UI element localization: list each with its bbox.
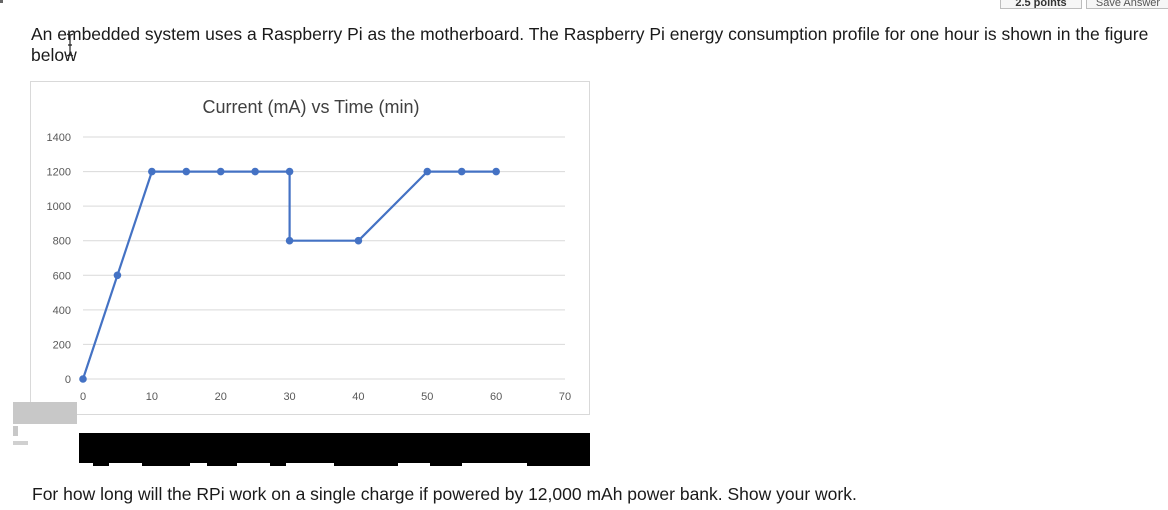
redaction-bar — [207, 460, 237, 466]
x-tick-label: 70 — [559, 391, 571, 403]
y-tick-label: 1000 — [47, 201, 71, 213]
text-cursor-icon — [66, 33, 74, 57]
redaction-bar — [527, 460, 590, 466]
save-answer-button[interactable]: Save Answer — [1086, 0, 1168, 9]
y-tick-label: 1200 — [47, 167, 71, 179]
y-tick-label: 600 — [53, 270, 71, 282]
x-tick-label: 20 — [215, 391, 227, 403]
window-edge-marker — [0, 0, 3, 3]
line-chart: Current (mA) vs Time (min)02004006008001… — [47, 97, 572, 403]
data-point — [148, 167, 156, 176]
x-tick-label: 30 — [283, 391, 295, 403]
top-bar: 2.5 points Save Answer — [0, 0, 1168, 14]
gutter-marker — [13, 441, 28, 445]
data-point — [79, 375, 87, 383]
data-point — [251, 167, 259, 176]
x-tick-label: 60 — [490, 391, 502, 403]
data-point — [423, 167, 432, 176]
question-text: An embedded system uses a Raspberry Pi a… — [31, 24, 1149, 65]
x-tick-label: 0 — [80, 391, 86, 403]
gutter-marker — [13, 426, 18, 436]
chart-title: Current (mA) vs Time (min) — [202, 97, 419, 117]
y-tick-label: 400 — [53, 305, 71, 317]
x-tick-label: 50 — [421, 391, 433, 403]
data-point — [285, 236, 294, 245]
data-point — [113, 271, 122, 280]
x-tick-label: 40 — [352, 391, 364, 403]
resize-handle[interactable] — [13, 402, 77, 424]
data-point — [182, 167, 191, 176]
redaction-bar — [430, 460, 462, 466]
redaction-bar — [334, 460, 398, 466]
redaction-bar — [93, 460, 109, 466]
x-tick-label: 10 — [146, 391, 158, 403]
data-point — [354, 236, 363, 245]
points-badge: 2.5 points — [1000, 0, 1082, 9]
y-tick-label: 800 — [53, 236, 71, 248]
redaction-bar — [270, 460, 286, 466]
y-tick-label: 200 — [53, 339, 71, 351]
chart-container: Current (mA) vs Time (min) 0 200 400 600 800 1… — [30, 81, 590, 415]
data-point — [216, 167, 225, 176]
followup-question: For how long will the RPi work on a sing… — [32, 484, 857, 504]
data-point — [285, 167, 294, 176]
y-tick-label: 1400 — [47, 132, 71, 144]
series-line — [81, 170, 497, 380]
data-point — [457, 167, 466, 176]
data-point — [492, 167, 500, 176]
y-tick-label: 0 — [65, 374, 71, 386]
redaction-bar — [79, 433, 590, 463]
redaction-bar — [142, 460, 190, 466]
